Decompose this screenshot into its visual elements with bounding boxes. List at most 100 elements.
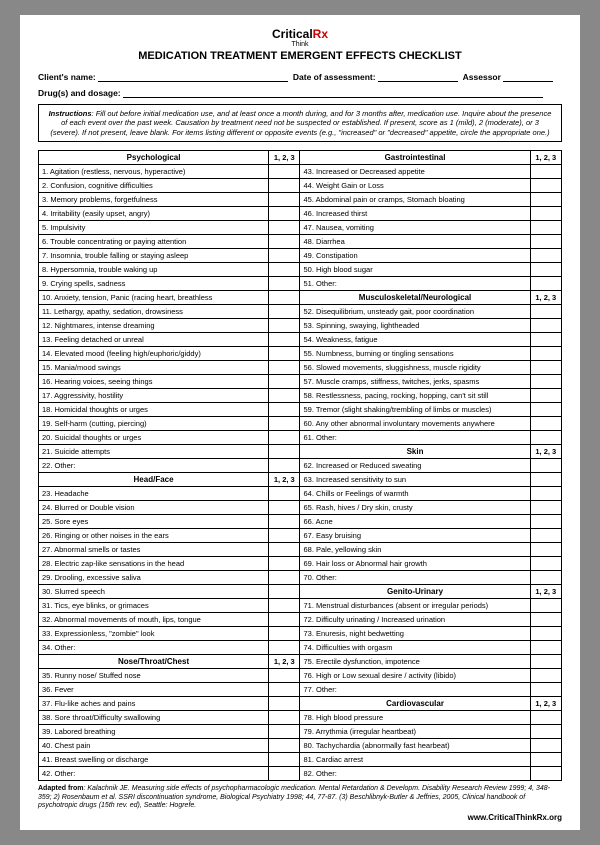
score-cell[interactable] [530,417,561,431]
score-cell[interactable] [269,529,300,543]
item-cell: 21. Suicide attempts [39,445,269,459]
client-field[interactable] [98,72,288,82]
score-cell[interactable] [530,179,561,193]
score-cell[interactable] [530,165,561,179]
score-cell[interactable] [269,613,300,627]
score-cell[interactable] [530,613,561,627]
score-cell[interactable] [530,557,561,571]
score-cell[interactable] [530,711,561,725]
score-cell[interactable] [269,235,300,249]
item-cell: 13. Feeling detached or unreal [39,333,269,347]
score-cell[interactable] [269,739,300,753]
score-cell[interactable] [530,389,561,403]
score-cell[interactable] [530,347,561,361]
score-cell[interactable] [530,249,561,263]
score-cell[interactable] [530,403,561,417]
score-cell[interactable] [269,669,300,683]
score-cell[interactable] [269,277,300,291]
score-cell[interactable] [530,627,561,641]
score-cell[interactable] [269,263,300,277]
score-cell[interactable] [269,487,300,501]
score-cell[interactable] [269,361,300,375]
score-cell[interactable] [269,319,300,333]
score-cell[interactable] [530,753,561,767]
score-cell[interactable] [269,417,300,431]
score-cell[interactable] [530,459,561,473]
score-cell[interactable] [530,487,561,501]
drug-label: Drug(s) and dosage: [38,88,121,98]
score-cell[interactable] [530,515,561,529]
score-cell[interactable] [269,291,300,305]
score-cell[interactable] [269,697,300,711]
score-cell[interactable] [269,375,300,389]
score-cell[interactable] [269,459,300,473]
score-cell[interactable] [269,193,300,207]
score-cell[interactable] [269,179,300,193]
score-cell[interactable] [269,627,300,641]
score-cell[interactable] [530,319,561,333]
score-cell[interactable] [269,557,300,571]
score-cell[interactable] [269,389,300,403]
score-cell[interactable] [530,641,561,655]
logo: CriticalRx Think [38,27,562,48]
score-cell[interactable] [269,165,300,179]
score-cell[interactable] [530,571,561,585]
score-cell[interactable] [269,515,300,529]
score-cell[interactable] [269,767,300,781]
score-cell[interactable] [269,221,300,235]
drug-field[interactable] [123,88,543,98]
score-cell[interactable] [269,207,300,221]
item-cell: 27. Abnormal smells or tastes [39,543,269,557]
score-cell[interactable] [269,403,300,417]
item-cell: 74. Difficulties with orgasm [300,641,530,655]
score-cell[interactable] [269,599,300,613]
item-cell: 38. Sore throat/Difficulty swallowing [39,711,269,725]
score-cell[interactable] [530,543,561,557]
score-cell[interactable] [530,333,561,347]
score-cell[interactable] [269,543,300,557]
score-cell[interactable] [269,585,300,599]
score-cell[interactable] [269,305,300,319]
score-cell[interactable] [530,277,561,291]
item-cell: 9. Crying spells, sadness [39,277,269,291]
instr-label: Instructions [49,109,92,118]
score-cell[interactable] [530,375,561,389]
score-cell[interactable] [269,333,300,347]
item-cell: 62. Increased or Reduced sweating [300,459,530,473]
score-cell[interactable] [530,263,561,277]
score-cell[interactable] [530,221,561,235]
score-cell[interactable] [269,347,300,361]
score-cell[interactable] [530,473,561,487]
score-cell[interactable] [269,711,300,725]
date-field[interactable] [378,72,458,82]
item-cell: 26. Ringing or other noises in the ears [39,529,269,543]
score-cell[interactable] [530,739,561,753]
foot-text: Kalachnik JE. Measuring side effects of … [38,785,550,809]
score-cell[interactable] [530,599,561,613]
assessor-field[interactable] [503,72,553,82]
score-cell[interactable] [269,571,300,585]
score-cell[interactable] [269,753,300,767]
score-cell[interactable] [269,641,300,655]
score-cell[interactable] [530,235,561,249]
score-cell[interactable] [530,501,561,515]
score-cell[interactable] [269,249,300,263]
score-cell[interactable] [530,655,561,669]
score-cell[interactable] [530,361,561,375]
score-cell[interactable] [530,193,561,207]
score-cell[interactable] [530,767,561,781]
score-cell[interactable] [530,431,561,445]
score-cell[interactable] [530,683,561,697]
score-cell[interactable] [269,501,300,515]
score-cell[interactable] [530,529,561,543]
score-cell[interactable] [269,445,300,459]
score-cell[interactable] [269,431,300,445]
score-cell[interactable] [269,725,300,739]
client-label: Client's name: [38,72,96,82]
item-cell: 25. Sore eyes [39,515,269,529]
score-cell[interactable] [530,669,561,683]
score-cell[interactable] [530,207,561,221]
score-cell[interactable] [530,725,561,739]
score-cell[interactable] [269,683,300,697]
score-cell[interactable] [530,305,561,319]
